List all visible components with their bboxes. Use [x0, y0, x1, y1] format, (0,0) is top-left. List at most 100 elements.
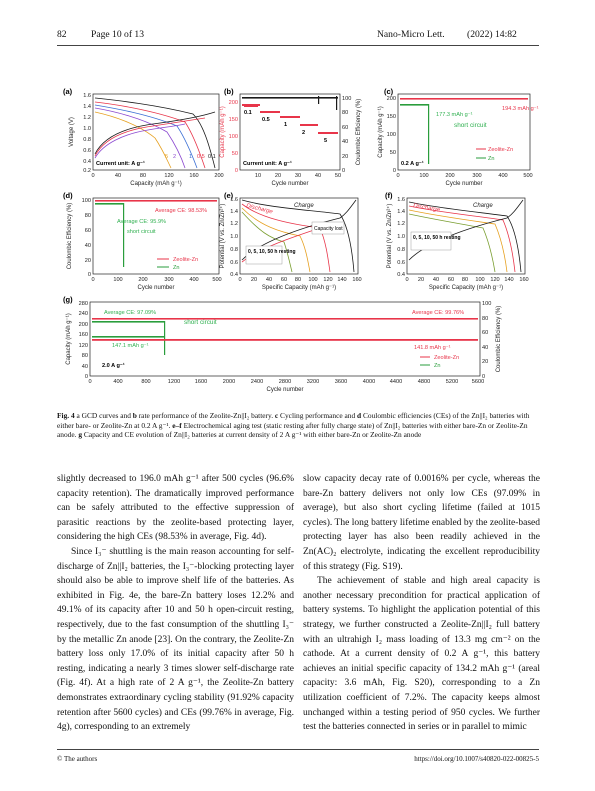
- svg-text:0: 0: [235, 168, 238, 174]
- panel-a-ylabel: Voltage (V): [69, 117, 75, 147]
- svg-text:60: 60: [448, 277, 454, 283]
- rate-label: 2: [173, 154, 176, 160]
- panel-b-yticks: 200 150 100 50 0: [229, 100, 238, 174]
- panel-g: (g) Average CE: 97.09% short circuit Ave…: [63, 295, 502, 393]
- svg-text:160: 160: [189, 173, 198, 179]
- paragraph: slow capacity decay rate of 0.0016% per …: [303, 474, 540, 572]
- journal-name: Nano-Micro Lett.: [377, 29, 445, 40]
- panel-a-xlabel: Capacity (mAh g⁻¹): [130, 181, 182, 187]
- svg-text:200: 200: [229, 100, 238, 106]
- svg-text:2: 2: [302, 130, 305, 136]
- charge-0.5: [94, 117, 206, 157]
- panel-b-capacity: [242, 104, 338, 134]
- svg-text:4800: 4800: [418, 379, 430, 385]
- svg-text:0: 0: [393, 168, 396, 174]
- panel-f-label: (f): [385, 191, 393, 200]
- svg-text:40: 40: [266, 277, 272, 283]
- svg-text:400: 400: [113, 379, 122, 385]
- panel-c-ann-bare: 177.3 mAh g⁻¹: [436, 112, 473, 118]
- rate-label: 0.5: [197, 154, 205, 160]
- panel-d-ann-zeo: Average CE: 98.53%: [155, 208, 207, 214]
- panel-b: (b) 0.1 0.5 1 2 5 Current unit: A g⁻¹ 20…: [220, 88, 362, 187]
- svg-text:1.0: 1.0: [397, 234, 405, 240]
- svg-text:1.2: 1.2: [83, 115, 91, 121]
- panel-g-ce-bare: Average CE: 97.09%: [104, 310, 156, 316]
- svg-text:Zeolite-Zn: Zeolite-Zn: [173, 257, 198, 263]
- panel-c-xlabel: Cycle number: [445, 181, 482, 187]
- charge-0.1: [94, 111, 216, 155]
- doi-link[interactable]: https://doi.org/10.1007/s40820-022-00825…: [414, 755, 539, 763]
- svg-text:100: 100: [475, 277, 484, 283]
- svg-text:80: 80: [462, 277, 468, 283]
- svg-text:0: 0: [405, 277, 408, 283]
- svg-text:1.2: 1.2: [230, 221, 238, 227]
- paragraph: slightly decreased to 196.0 mAh g⁻¹ afte…: [57, 474, 294, 543]
- panel-g-short: short circuit: [184, 319, 217, 326]
- panel-b-ylabel: Capacity (mAh g⁻¹): [220, 106, 226, 158]
- svg-text:0.6: 0.6: [230, 260, 238, 266]
- panel-c-xticks: 0 100 200 300 400 500: [396, 173, 532, 179]
- panel-d-data: [95, 200, 217, 267]
- svg-text:40: 40: [85, 243, 91, 249]
- svg-text:20: 20: [342, 154, 348, 160]
- svg-text:20: 20: [482, 359, 488, 365]
- svg-text:Zn: Zn: [488, 156, 495, 162]
- panel-f-xlabel: Specific Capacity (mAh g⁻¹): [429, 285, 503, 291]
- svg-text:400: 400: [498, 173, 507, 179]
- svg-text:100: 100: [419, 173, 428, 179]
- panel-a-curves: [94, 97, 216, 169]
- panel-f-ylabel: Potential (V vs. Zn/Zn²⁺): [386, 204, 393, 269]
- svg-text:80: 80: [295, 277, 301, 283]
- svg-text:0.2: 0.2: [83, 168, 91, 174]
- svg-text:140: 140: [504, 277, 513, 283]
- panel-c-note: 0.2 A g⁻¹: [401, 160, 424, 167]
- panel-g-label: (g): [63, 295, 73, 304]
- svg-text:500: 500: [523, 173, 532, 179]
- svg-text:3600: 3600: [335, 379, 347, 385]
- panel-c-ann-zeo: 194.3 mAh g⁻¹: [502, 106, 539, 112]
- panel-d-ann-short: short circuit: [127, 229, 156, 235]
- svg-text:0: 0: [396, 173, 399, 179]
- panel-g-ylabel: Capacity (mAh g⁻¹): [66, 313, 72, 365]
- page-of: Page 10 of 13: [91, 29, 145, 40]
- panel-f-rest: 0, 5, 10, 50 h resting: [413, 235, 461, 241]
- panel-d-legend: Zeolite-Zn Zn: [157, 257, 198, 271]
- svg-text:500: 500: [212, 277, 221, 283]
- svg-text:40: 40: [342, 139, 348, 145]
- svg-text:100: 100: [342, 96, 351, 102]
- svg-text:160: 160: [352, 277, 361, 283]
- svg-text:1.4: 1.4: [83, 104, 91, 110]
- panel-a-note: Current unit: A g⁻¹: [96, 160, 145, 167]
- panel-g-y2ticks: 100 80 60 40 20 0: [482, 301, 491, 380]
- svg-text:1.6: 1.6: [230, 197, 238, 203]
- svg-text:300: 300: [472, 173, 481, 179]
- panel-d-xlabel: Cycle number: [137, 285, 174, 291]
- panel-g-xlabel: Cycle number: [266, 387, 303, 393]
- curve-1: [94, 104, 198, 169]
- svg-text:80: 80: [140, 173, 146, 179]
- svg-text:0.4: 0.4: [397, 272, 405, 278]
- panel-e-xlabel: Specific Capacity (mAh g⁻¹): [262, 285, 336, 291]
- svg-text:Zn: Zn: [434, 363, 441, 369]
- panel-e-ylabel: Potential (V vs. Zn/Zn²⁺): [219, 204, 226, 269]
- svg-text:2000: 2000: [223, 379, 235, 385]
- panel-e-xticks: 0 20 40 60 80 100 120 140 160: [238, 277, 361, 283]
- svg-text:160: 160: [519, 277, 528, 283]
- svg-text:Zeolite-Zn: Zeolite-Zn: [434, 355, 459, 361]
- panel-g-ann-bare: 147.1 mAh g⁻¹: [112, 343, 149, 349]
- svg-text:100: 100: [308, 277, 317, 283]
- svg-text:0.1: 0.1: [244, 110, 252, 116]
- svg-text:200: 200: [79, 322, 88, 328]
- svg-text:80: 80: [85, 213, 91, 219]
- header-rule: [57, 45, 539, 46]
- panel-g-xticks: 0 400 800 1200 1600 2000 2400 2800 3200 …: [88, 379, 484, 385]
- svg-text:0: 0: [91, 173, 94, 179]
- panel-e-yticks: 1.6 1.4 1.2 1.0 0.8 0.6 0.4: [230, 197, 238, 278]
- svg-text:0.6: 0.6: [83, 148, 91, 154]
- svg-text:120: 120: [164, 173, 173, 179]
- svg-text:0.4: 0.4: [83, 159, 91, 165]
- panel-a-rates: 5 2 1 0.5 0.1: [165, 154, 216, 160]
- panel-f-charge: Charge: [473, 203, 493, 209]
- svg-text:0.8: 0.8: [83, 137, 91, 143]
- svg-text:100: 100: [82, 198, 91, 204]
